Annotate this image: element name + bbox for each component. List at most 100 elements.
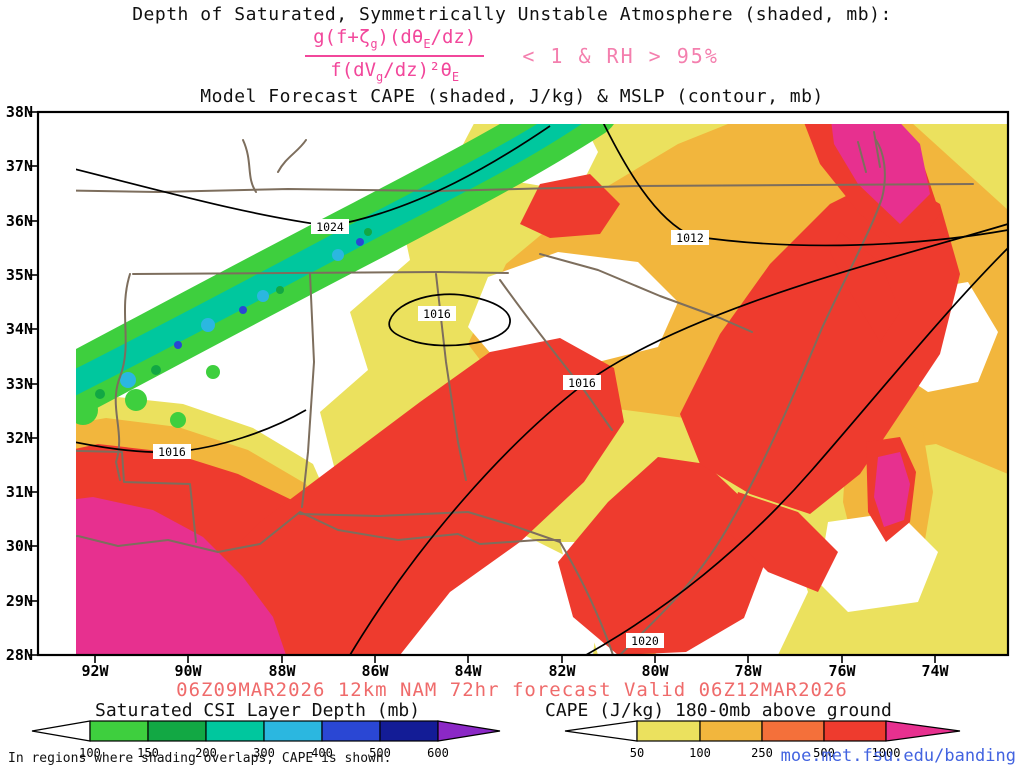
lon-axis-label: 78W (734, 662, 762, 680)
csi-band-blue-speck (174, 341, 182, 349)
csi-band-cyan-speck (201, 318, 215, 332)
formula-text: )(dθ (377, 26, 424, 48)
lat-axis-label: 38N (6, 103, 33, 121)
lat-axis-label: 30N (6, 537, 33, 555)
cape-red-region (188, 338, 624, 655)
lat-axis-label: 31N (6, 483, 33, 501)
csi-band-cyan-speck (332, 249, 344, 261)
csi-legend-title: Saturated CSI Layer Depth (mb) (95, 700, 421, 721)
state-border-path (299, 511, 561, 543)
contour-label-box (671, 230, 709, 245)
coastline-path (76, 511, 561, 553)
formula-numerator: g(f+ζg)(dθE/dz) (305, 26, 485, 57)
cape-colorbar-segment (823, 720, 887, 742)
cape-colorbar-segment (885, 720, 961, 742)
cape-colorbar-tick: 50 (630, 746, 644, 760)
csi-colorbar-tick: 200 (195, 746, 217, 760)
csi-colorbar-segment (263, 720, 323, 742)
lat-axis-label: 29N (6, 592, 33, 610)
lon-axis-label: 74W (921, 662, 949, 680)
csi-band-green-patch (76, 395, 98, 425)
csi-colorbar-segment (205, 720, 265, 742)
csi-colorbar-tick: 150 (137, 746, 159, 760)
lon-axis-label: 84W (454, 662, 482, 680)
state-border-path (76, 183, 974, 193)
csi-band-darkgreen-speck (95, 389, 105, 399)
contour-label-1016: 1016 (563, 375, 601, 390)
contour-label-text: 1020 (631, 634, 659, 648)
cape-colorbar-tick: 100 (689, 746, 711, 760)
contour-label-text: 1016 (568, 376, 596, 390)
lat-axis-label: 28N (6, 646, 33, 664)
lat-axis-label: 36N (6, 212, 33, 230)
contour-label-1020: 1020 (626, 633, 664, 648)
contour-label-1016: 1016 (153, 444, 191, 459)
state-border-path (132, 271, 509, 275)
cape-magenta-region (831, 124, 930, 224)
site-link[interactable]: moe.met.fsu.edu/banding (780, 746, 1016, 766)
contour-label-1024: 1024 (311, 219, 349, 234)
lon-axis-label: 92W (81, 662, 109, 680)
lon-axis: 92W 90W 88W 86W 84W 82W 80W 78W 76W 74W (81, 655, 950, 680)
state-border-path (76, 449, 197, 543)
csi-band-green-patch (206, 365, 220, 379)
csi-colorbar-segment (379, 720, 439, 742)
cape-magenta-region (874, 452, 910, 527)
forecast-map: 1024 1012 1016 1016 1016 020 (6, 103, 1010, 680)
cape-magenta-region (76, 497, 286, 655)
contour-label-1020-left: 020 (26, 447, 62, 462)
formula-sub: E (451, 69, 460, 84)
state-border-path (114, 273, 131, 481)
cape-red-region (558, 457, 766, 655)
state-border-path (539, 253, 753, 333)
coastline-path (619, 139, 886, 656)
csi-band-teal-core (76, 124, 582, 396)
contour-label-box (563, 375, 601, 390)
white-gap-region (818, 512, 938, 612)
csi-colorbar-tick: 300 (253, 746, 275, 760)
csi-colorbar-segment (89, 720, 149, 742)
csi-band-darkgreen-speck (364, 228, 372, 236)
csi-band-cyan-speck (120, 372, 136, 388)
cape-colorbar-segment (564, 720, 638, 742)
lat-axis-label: 33N (6, 375, 33, 393)
csi-band (76, 124, 614, 428)
csi-band-cyan-speck (257, 290, 269, 302)
csi-band-green-patch (125, 389, 147, 411)
cape-red-region (728, 492, 838, 592)
contour-label-1016: 1016 (418, 306, 456, 321)
contour-label-box (311, 219, 349, 234)
lat-axis-label: 37N (6, 157, 33, 175)
lon-axis-label: 90W (174, 662, 202, 680)
lon-axis-label: 82W (548, 662, 576, 680)
contour-label-text: 1012 (676, 231, 704, 245)
formula-text: /dz)²θ (383, 58, 452, 81)
formula-text: /dz) (430, 26, 477, 48)
csi-colorbar-segment (321, 720, 381, 742)
csi-band-blue-speck (356, 238, 364, 246)
csi-band-darkgreen-speck (276, 286, 284, 294)
lat-axis-label: 34N (6, 320, 33, 338)
csi-formula-row: g(f+ζg)(dθE/dz) f(dVg/dz)²θE < 1 & RH > … (0, 26, 1024, 84)
state-border-path (857, 131, 881, 173)
csi-band-green-patch (170, 412, 186, 428)
cape-legend-title: CAPE (J/kg) 180-0mb above ground (545, 700, 892, 721)
contour-label-1012: 1012 (671, 230, 709, 245)
coastline-path (559, 541, 614, 656)
overlap-note: In regions where shading overlaps, CAPE … (8, 751, 392, 766)
cape-colorbar: 50 100 250 500 1000 (564, 720, 961, 760)
contour-label-text: 1016 (423, 307, 451, 321)
lon-axis-label: 88W (268, 662, 296, 680)
cape-red-region (830, 232, 900, 342)
state-border-path (242, 139, 307, 193)
csi-colorbar: 100 150 200 300 400 500 600 (31, 720, 501, 760)
mslp-contour-line (602, 124, 1009, 247)
lat-axis: 38N 37N 36N 35N 34N 33N 32N 31N 30N 29N … (6, 103, 38, 664)
formula-condition: < 1 & RH > 95% (522, 43, 719, 68)
lat-axis-label: 32N (6, 429, 33, 447)
contour-label-box (153, 444, 191, 459)
contour-label-box (26, 447, 62, 462)
cape-red-region (520, 174, 620, 238)
cape-colorbar-tick: 250 (751, 746, 773, 760)
